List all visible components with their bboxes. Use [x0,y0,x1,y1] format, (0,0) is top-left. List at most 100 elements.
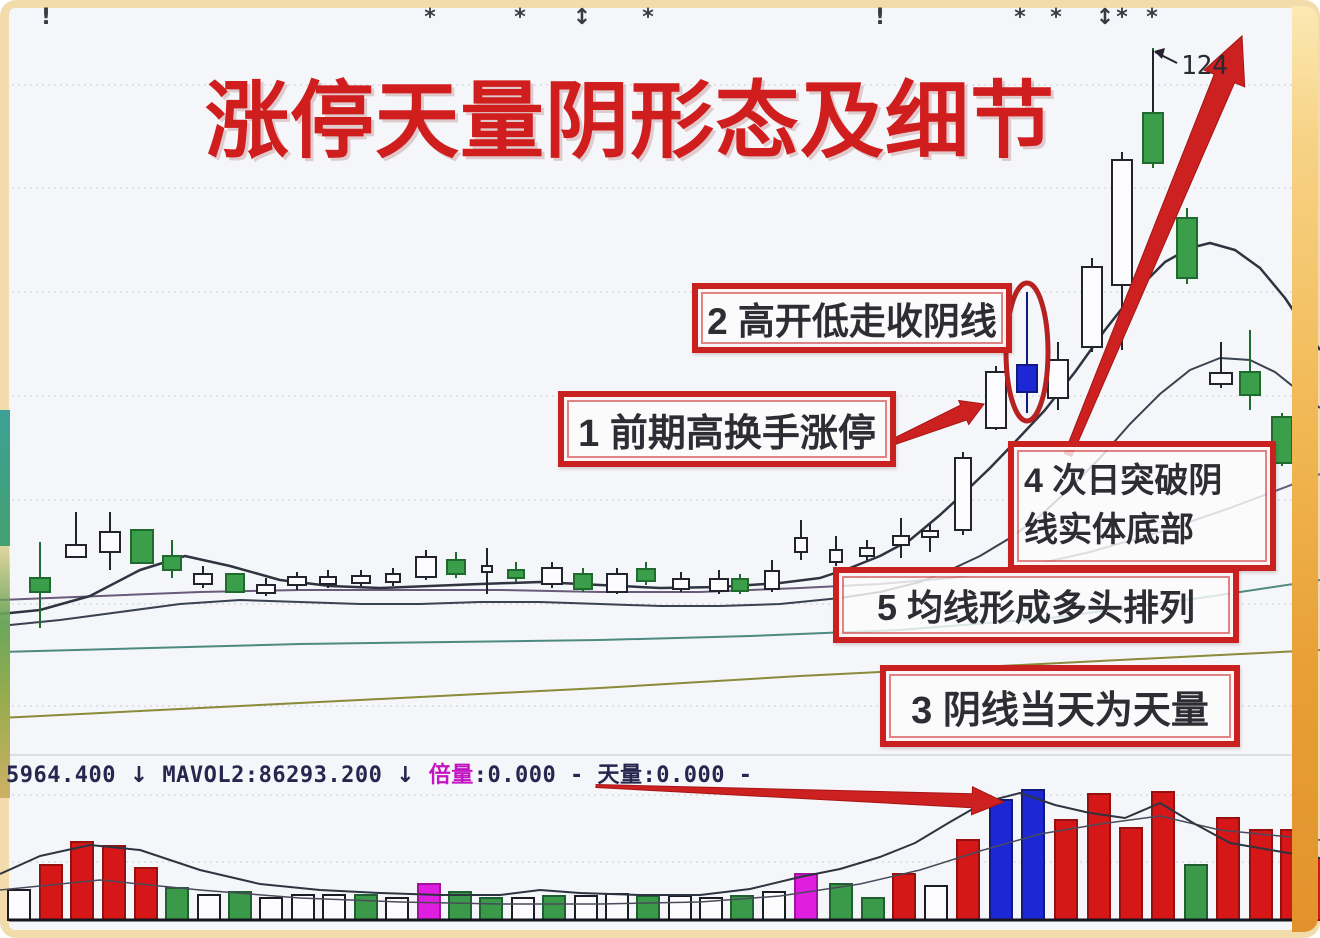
volume-bar [448,891,472,921]
right-border-gradient-strip [1292,6,1318,932]
candle-body [541,567,563,585]
candle-body [99,531,121,553]
annotation-box-4-line1: 4 次日突破阴 [1024,461,1223,500]
candle-body [1176,217,1198,279]
annotation-box-2: 2 高开低走收阴线 [692,283,1012,353]
volume-bar [1054,819,1078,921]
candle-body [385,573,401,583]
candle-body [636,568,656,582]
volume-bar [259,897,283,921]
beiliang-label: 倍量 [428,763,474,788]
volume-bar [605,893,629,921]
mavol2-value: MAVOL2:86293.200 [162,763,383,788]
candle-body [731,578,749,592]
volume-bar [511,897,535,921]
volume-bar [1216,817,1240,921]
top-marker-icon: ! [875,5,885,30]
candle-body [130,529,154,564]
annotation-box-1-label: 1 前期高换手涨停 [578,412,876,455]
beiliang-value: :0.000 - [473,763,584,788]
volume-bar [636,895,660,921]
volume-bar [989,799,1013,921]
top-marker-icon: ! [41,5,51,30]
volume-bar [794,873,818,921]
flag-arrowhead-icon [1154,48,1165,59]
volume-pointer-arrow [595,783,1006,816]
top-marker-icon: * [424,5,436,30]
volume-bar [924,885,948,921]
volume-bar [542,895,566,921]
annotation-box-3: 3 阴线当天为天量 [880,665,1240,747]
volume-bar [668,895,692,921]
candle-body [1047,359,1069,399]
volume-bar [7,889,31,921]
volume-bar [134,867,158,921]
box1-pointer-arrow [891,399,985,446]
volume-bar [1021,789,1045,921]
candle-body [319,576,337,585]
candle-body [921,530,939,538]
volume-bar [354,894,378,921]
down-arrow-icon: ↓ [129,763,149,788]
volume-bar [39,864,63,921]
annotation-box-3-label: 3 阴线当天为天量 [911,689,1209,732]
volume-bar [1151,791,1175,921]
candle-body [225,573,245,593]
candle-body [1111,159,1133,286]
candle-body [1239,371,1261,396]
down-arrow-icon: ↓ [396,763,416,788]
top-marker-icon: * [642,5,654,30]
candle-body [1142,112,1164,164]
volume-bar [102,845,126,921]
candle-body [256,584,276,594]
volume-bar [574,895,598,921]
volume-bar [861,897,885,921]
volume-bar [892,873,916,921]
top-marker-icon: * [1146,5,1158,30]
candle-body [446,559,466,575]
candle-body [351,575,371,584]
candle-body [606,573,628,593]
candle-body [507,569,525,579]
top-marker-icon: ↕ [573,5,591,30]
volume-bar [1249,829,1273,921]
volume-status-bar: 5964.400 ↓ MAVOL2:86293.200 ↓ 倍量:0.000 -… [6,757,752,789]
candle-body [29,577,51,593]
candle-body [985,371,1007,429]
annotation-box-5: 5 均线形成多头排列 [833,567,1239,643]
candle-body [1081,266,1103,348]
volume-bar [228,891,252,921]
volume-bar [197,894,221,921]
candle-body [764,570,780,590]
ma-long-olive [0,649,1320,719]
left-border-gradient-strip [0,410,10,798]
candle-body [829,549,843,563]
candle-body [481,565,493,573]
top-marker-icon: * [1014,5,1026,30]
candle-body [193,573,213,585]
big-rally-arrow [1063,34,1246,458]
volume-bar [165,887,189,921]
top-marker-icon: * [1116,5,1128,30]
volume-bar [1119,827,1143,921]
annotation-box-2-label: 2 高开低走收阴线 [707,301,997,342]
candle-body [65,544,87,558]
tianliang-label: 天量 [597,763,643,788]
candle-body [794,537,808,553]
page-title: 涨停天量阴形态及细节 [204,74,1055,168]
annotation-box-4-line2: 线实体底部 [1024,511,1194,549]
candle-body [415,556,437,578]
annotation-box-5-label: 5 均线形成多头排列 [876,587,1196,628]
candle-body [954,457,972,531]
volume-bar [479,897,503,921]
annotation-box-4: 4 次日突破阴 线实体底部 [1008,441,1276,571]
top-marker-icon: ↕ [1096,5,1114,30]
volume-bar [1184,864,1208,921]
candle-body [573,573,593,590]
candle-body [709,578,729,592]
top-marker-icon: * [1050,5,1062,30]
candle-body [1016,364,1038,393]
vol-ma-fast [0,792,1320,896]
candle-body [892,535,910,546]
